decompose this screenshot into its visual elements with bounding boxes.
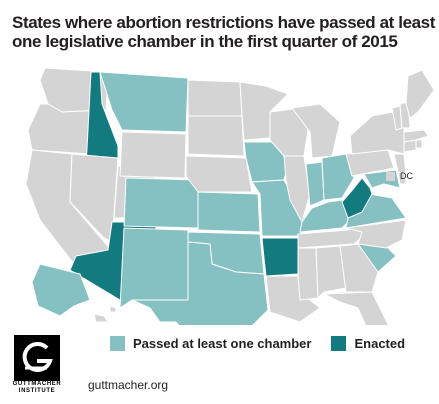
state-al bbox=[315, 245, 347, 299]
legend-item-enacted: Enacted bbox=[331, 336, 405, 351]
legend-label-enacted: Enacted bbox=[354, 336, 406, 351]
state-ri bbox=[415, 139, 423, 149]
legend-swatch-passed bbox=[110, 336, 125, 351]
state-ne bbox=[185, 155, 253, 193]
state-oh bbox=[321, 153, 355, 201]
map-title: States where abortion restrictions have … bbox=[12, 13, 435, 51]
dc-swatch bbox=[386, 171, 395, 181]
state-ks bbox=[197, 191, 261, 233]
logo-text-2: INSTITUTE bbox=[18, 388, 56, 394]
legend-swatch-enacted bbox=[331, 336, 347, 351]
dc-indicator: DC bbox=[386, 171, 413, 181]
state-id bbox=[85, 71, 119, 167]
us-map bbox=[25, 67, 435, 325]
state-nj bbox=[393, 153, 407, 175]
state-ms bbox=[297, 247, 319, 301]
state-nc bbox=[345, 219, 407, 249]
state-co bbox=[123, 177, 199, 229]
state-sd bbox=[187, 115, 245, 157]
state-wy bbox=[119, 131, 187, 179]
state-wv bbox=[341, 177, 373, 219]
guttmacher-logo: GUTTMACHER INSTITUTE bbox=[11, 335, 63, 395]
title-line-2: one legislative chamber in the first qua… bbox=[12, 32, 398, 51]
state-ar bbox=[261, 237, 299, 277]
state-ak bbox=[31, 263, 91, 317]
state-nm bbox=[119, 227, 189, 309]
title-line-1: States where abortion restrictions have … bbox=[12, 13, 435, 32]
state-tx bbox=[131, 241, 269, 325]
state-me bbox=[405, 69, 435, 119]
legend: Passed at least one chamber Enacted bbox=[110, 336, 425, 351]
website-link[interactable]: guttmacher.org bbox=[88, 378, 169, 392]
dc-label: DC bbox=[400, 171, 413, 181]
legend-item-passed: Passed at least one chamber bbox=[110, 336, 311, 351]
logo-text-1: GUTTMACHER bbox=[12, 381, 62, 387]
state-hi bbox=[93, 305, 117, 323]
state-ma bbox=[403, 129, 429, 143]
state-ga bbox=[339, 243, 379, 293]
state-nv bbox=[69, 153, 119, 243]
legend-label-passed: Passed at least one chamber bbox=[133, 336, 312, 351]
logo-g-icon bbox=[14, 335, 60, 381]
state-nd bbox=[187, 79, 243, 117]
state-fl bbox=[323, 291, 390, 325]
state-mt bbox=[99, 71, 189, 133]
logo-mark bbox=[14, 335, 60, 381]
